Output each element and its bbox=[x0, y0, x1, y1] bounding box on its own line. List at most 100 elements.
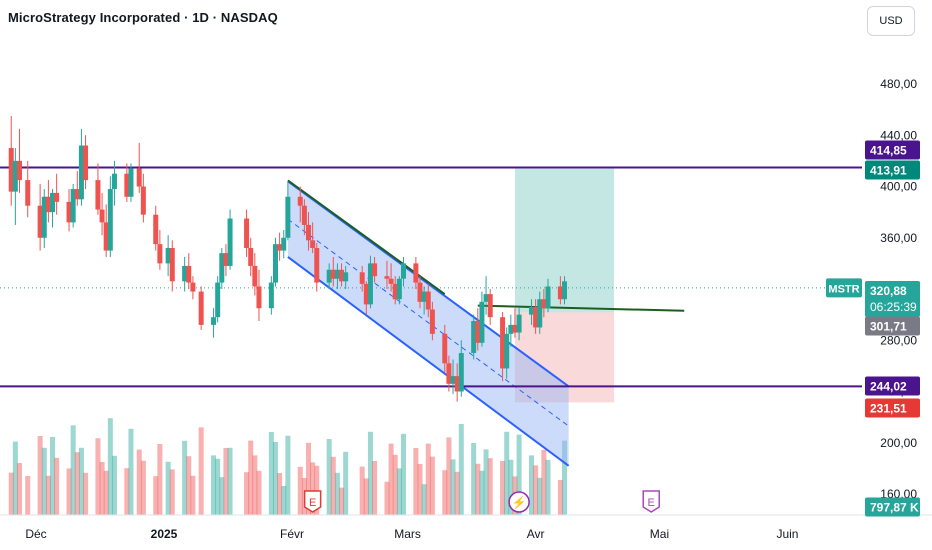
candle bbox=[99, 192, 105, 236]
candle bbox=[78, 128, 84, 206]
candle bbox=[454, 363, 460, 402]
volume-bar bbox=[413, 448, 419, 515]
volume-bar bbox=[537, 477, 543, 515]
candle bbox=[211, 308, 217, 338]
volume-bar bbox=[388, 443, 394, 515]
volume-bar bbox=[367, 431, 373, 515]
trend-line bbox=[477, 304, 685, 312]
candle bbox=[425, 283, 431, 318]
volume-bar bbox=[215, 458, 221, 515]
candle bbox=[182, 256, 188, 292]
volume-bar bbox=[25, 476, 31, 515]
volume-bar bbox=[429, 456, 435, 515]
volume-bar bbox=[12, 441, 18, 515]
candle bbox=[392, 276, 398, 305]
candle bbox=[372, 256, 378, 283]
candle bbox=[363, 281, 369, 315]
volume-bar bbox=[475, 463, 481, 515]
volume-bar bbox=[281, 486, 287, 515]
candle bbox=[244, 209, 250, 257]
volume-bar bbox=[310, 462, 316, 515]
y-tick-label: 440,00 bbox=[880, 128, 917, 142]
volume-bar bbox=[400, 433, 406, 515]
candle bbox=[227, 209, 233, 270]
volume-bar bbox=[74, 452, 80, 515]
y-tick-label: 200,00 bbox=[880, 436, 917, 450]
candle bbox=[45, 180, 51, 223]
drawings-layer bbox=[0, 166, 862, 467]
candle bbox=[74, 171, 80, 206]
candle bbox=[458, 340, 464, 397]
candle bbox=[471, 314, 477, 360]
candle bbox=[165, 235, 171, 277]
candle bbox=[301, 199, 307, 236]
candle bbox=[136, 142, 142, 193]
volume-bar bbox=[562, 440, 568, 515]
candle bbox=[268, 276, 274, 315]
candle bbox=[326, 263, 332, 289]
candle bbox=[528, 299, 534, 325]
price-label-box bbox=[865, 398, 920, 418]
volume-bar bbox=[211, 455, 217, 515]
price-label-box bbox=[865, 140, 920, 160]
candle bbox=[66, 189, 72, 232]
candle bbox=[557, 276, 563, 305]
candle bbox=[384, 260, 390, 289]
candle bbox=[111, 160, 117, 206]
candle bbox=[190, 276, 196, 300]
candle bbox=[367, 255, 373, 309]
candle bbox=[310, 222, 316, 254]
y-tick-label: 400,00 bbox=[880, 180, 917, 194]
x-tick-label: Avr bbox=[527, 527, 545, 541]
volume-bar bbox=[392, 454, 398, 515]
volume-bar bbox=[421, 484, 427, 515]
countdown-label: 06:25:39 bbox=[870, 300, 917, 314]
candle bbox=[223, 244, 229, 277]
volume-bar bbox=[256, 470, 262, 515]
volume-bar bbox=[103, 470, 109, 515]
volume-bar bbox=[41, 447, 47, 515]
volume-bar bbox=[330, 456, 336, 515]
volume-bar bbox=[508, 459, 514, 515]
candle bbox=[256, 269, 262, 322]
volume-bar bbox=[343, 451, 349, 515]
volume-bar bbox=[425, 443, 431, 515]
time-axis bbox=[0, 515, 932, 550]
candle bbox=[124, 163, 130, 202]
volume-bar bbox=[272, 442, 278, 515]
candle bbox=[128, 163, 134, 202]
candle bbox=[54, 173, 60, 215]
candle bbox=[516, 308, 522, 341]
volume-bar bbox=[384, 481, 390, 515]
volume-bar bbox=[334, 472, 340, 515]
price-label-box bbox=[865, 376, 920, 396]
candle bbox=[41, 189, 47, 248]
volume-bar bbox=[252, 455, 258, 515]
volume-bar bbox=[99, 462, 105, 515]
candle bbox=[157, 230, 163, 270]
candle bbox=[12, 148, 18, 225]
volume-bar bbox=[124, 468, 130, 515]
candle bbox=[533, 299, 539, 334]
y-tick-label: 480,00 bbox=[880, 77, 917, 91]
volume-bar bbox=[45, 475, 51, 515]
volume-bar bbox=[533, 465, 539, 515]
volume-bar bbox=[169, 469, 175, 515]
channel-bottom-line bbox=[287, 256, 570, 467]
currency-button[interactable]: USD bbox=[867, 6, 915, 36]
volume-bar bbox=[285, 435, 291, 515]
y-tick-label: 360,00 bbox=[880, 231, 917, 245]
candle bbox=[37, 183, 43, 251]
candle bbox=[103, 204, 109, 257]
volume-bar bbox=[417, 464, 423, 515]
candle bbox=[95, 163, 101, 215]
volume-bar bbox=[186, 456, 192, 515]
volume-bar bbox=[107, 418, 113, 515]
volume-bar bbox=[500, 461, 506, 515]
x-tick-label: Juin bbox=[776, 527, 798, 541]
candles-layer bbox=[8, 116, 568, 402]
x-tick-label: 2025 bbox=[151, 527, 178, 541]
x-tick-label: Déc bbox=[25, 527, 46, 541]
volume-bar bbox=[223, 448, 229, 515]
